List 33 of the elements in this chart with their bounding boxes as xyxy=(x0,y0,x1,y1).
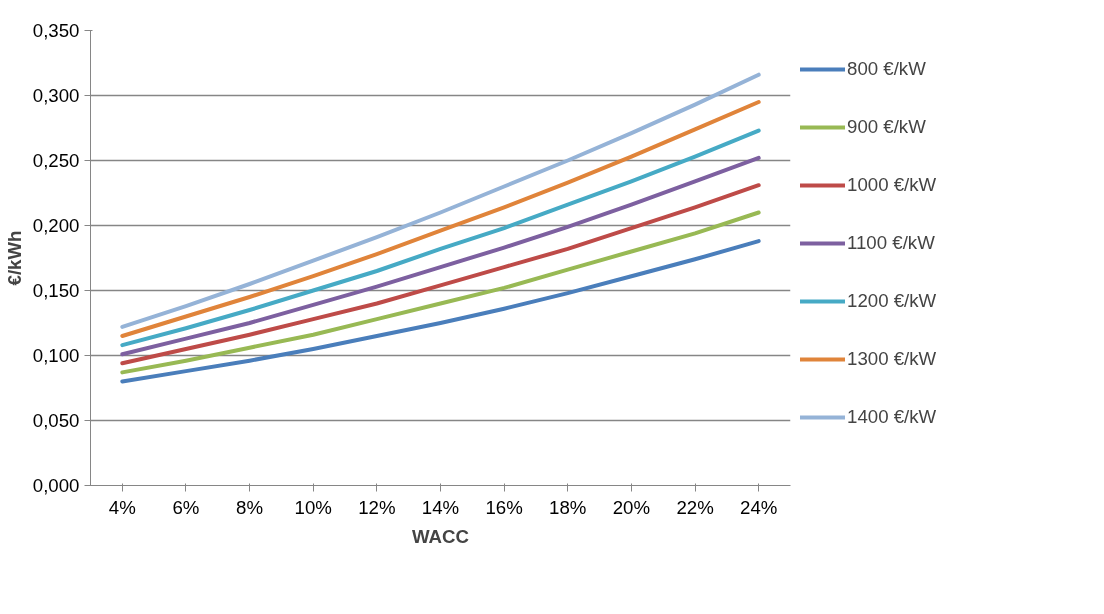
x-tick-label: 8% xyxy=(236,496,264,518)
x-tick-label: 14% xyxy=(421,496,460,518)
legend-label: 900 €/kW xyxy=(847,115,926,139)
line-series xyxy=(120,128,761,348)
x-tick-label: 24% xyxy=(740,496,778,518)
legend-label: 1300 €/kW xyxy=(847,347,937,371)
y-axis-title: €/kWh xyxy=(3,230,25,286)
x-tick-label: 12% xyxy=(358,496,396,518)
legend-label: 1400 €/kW xyxy=(847,405,937,429)
x-tick-label: 22% xyxy=(676,496,714,518)
x-tick-label: 10% xyxy=(294,496,332,518)
x-axis-title: WACC xyxy=(412,525,469,547)
y-tick-label: 0,000 xyxy=(32,475,80,496)
y-tick-label: 0,250 xyxy=(32,150,80,171)
x-tick-label: 20% xyxy=(612,496,651,518)
line-series xyxy=(120,155,761,357)
legend-label: 1000 €/kW xyxy=(847,173,937,197)
y-tick-label: 0,200 xyxy=(32,215,80,236)
y-tick-label: 0,350 xyxy=(32,20,80,41)
legend-label: 800 €/kW xyxy=(847,57,926,81)
line-series xyxy=(120,183,761,366)
line-series xyxy=(120,239,761,384)
x-tick-label: 6% xyxy=(172,496,200,518)
x-tick-label: 16% xyxy=(485,496,523,518)
legend-label: 1100 €/kW xyxy=(847,231,935,255)
x-tick-label: 18% xyxy=(549,496,587,518)
x-tick-label: 4% xyxy=(108,496,136,518)
y-tick-label: 0,150 xyxy=(32,280,80,301)
legend-label: 1200 €/kW xyxy=(847,289,937,313)
y-tick-label: 0,100 xyxy=(32,345,80,366)
y-tick-label: 0,050 xyxy=(32,410,80,431)
line-series xyxy=(120,210,761,375)
y-tick-label: 0,300 xyxy=(32,85,80,106)
